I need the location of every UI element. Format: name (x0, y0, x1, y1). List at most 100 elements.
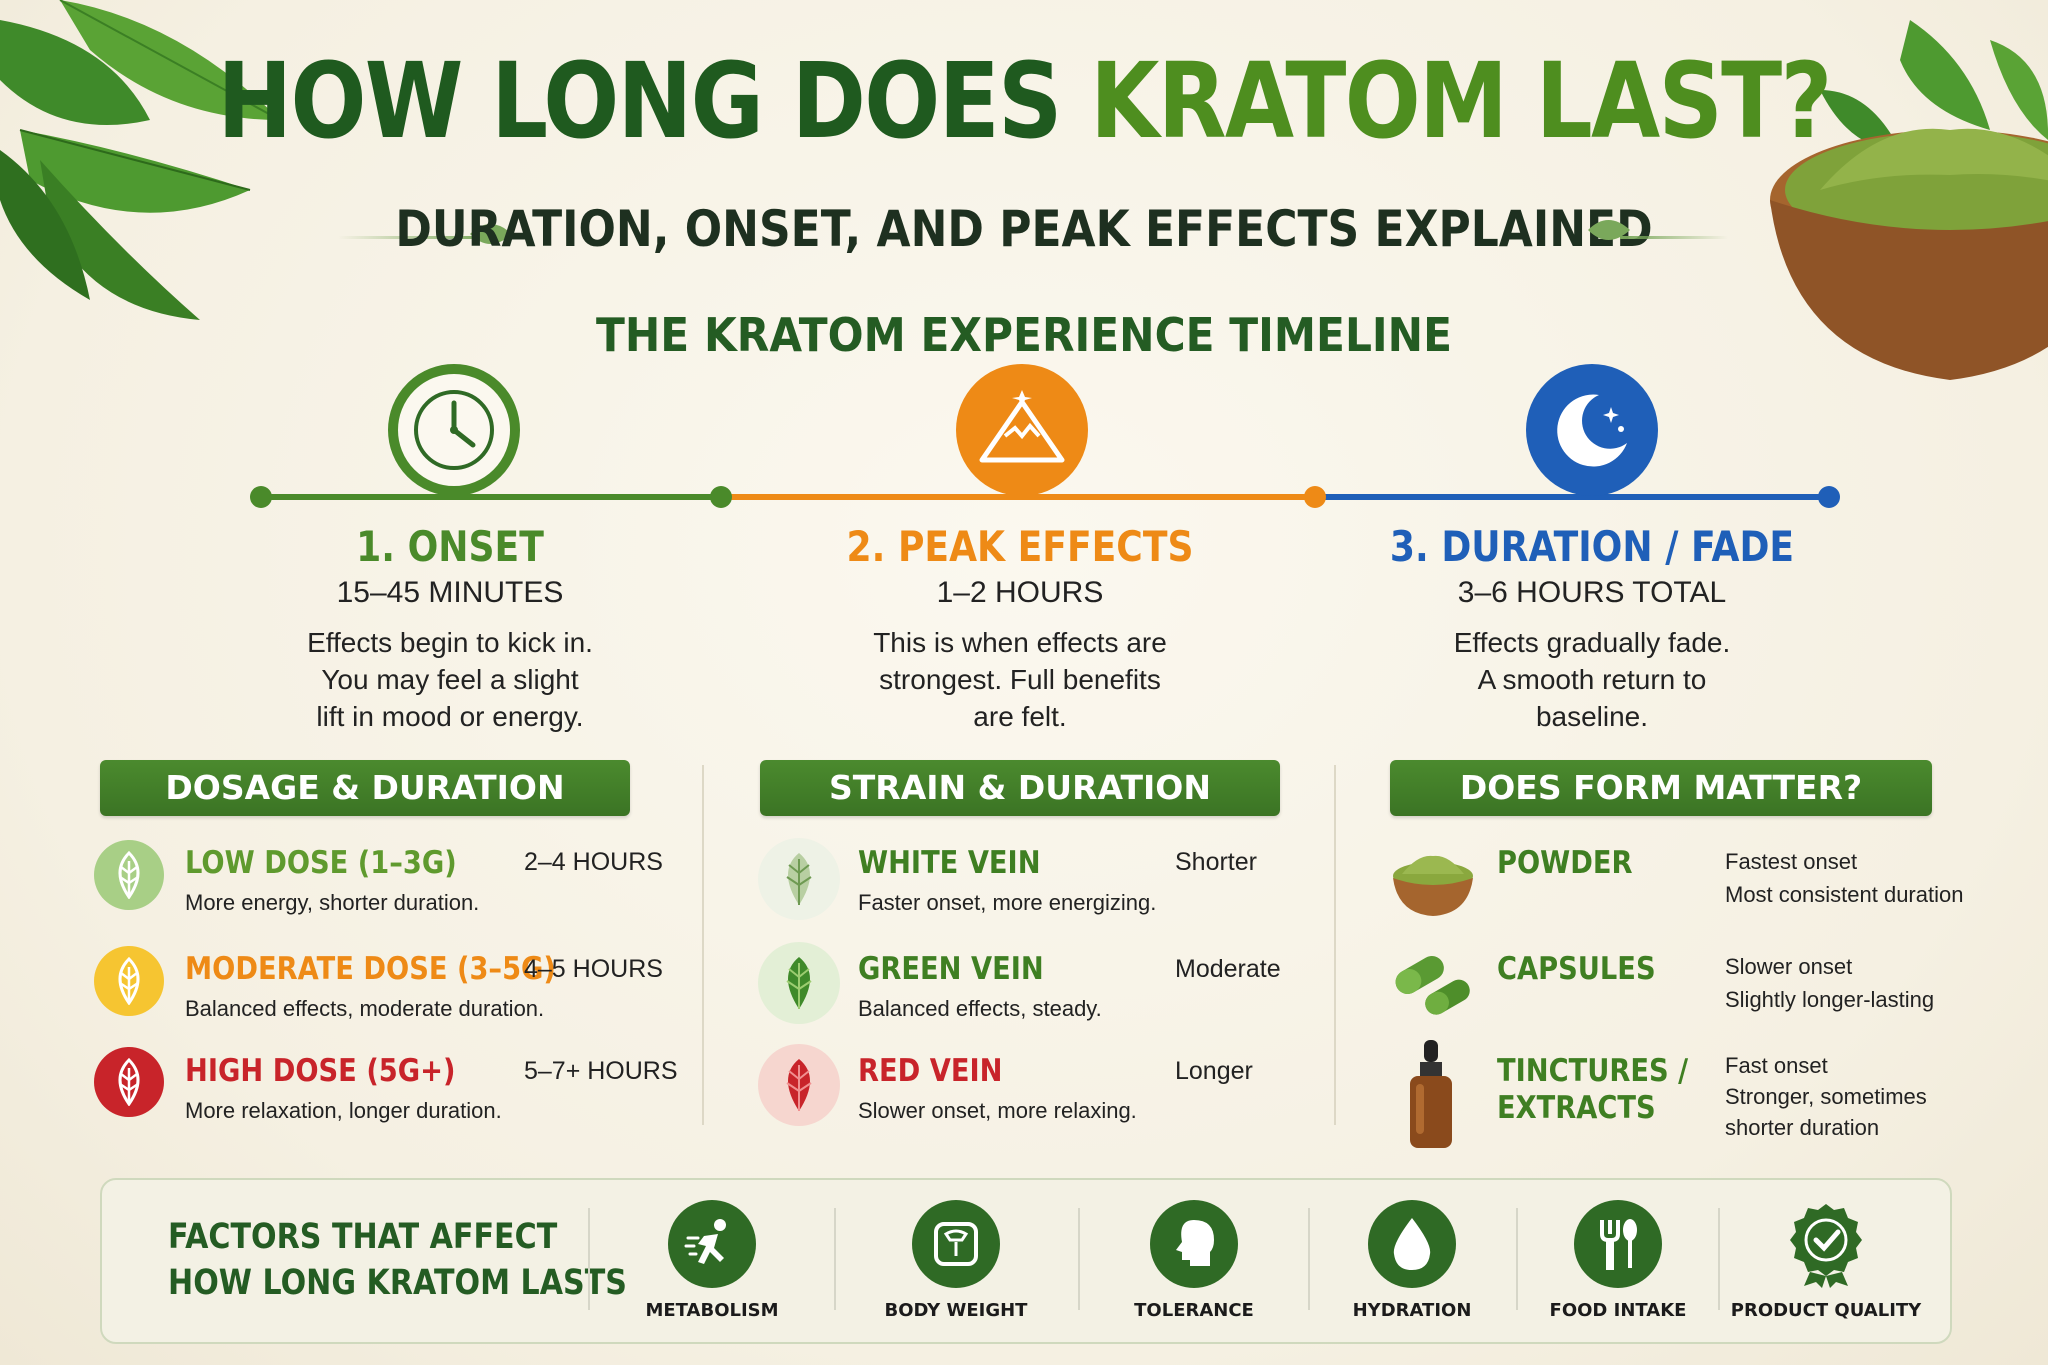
subtitle-line-left (338, 236, 488, 239)
form-note: shorter duration (1725, 1115, 1880, 1140)
stage-desc-line: baseline. (1535, 701, 1649, 732)
head-icon (1150, 1200, 1238, 1288)
stage-title-peak: 2. PEAK EFFECTS (846, 522, 1194, 571)
subtitle: DURATION, ONSET, AND PEAK EFFECTS EXPLAI… (395, 200, 1653, 258)
strain-duration-white: Shorter (1175, 848, 1257, 876)
form-name-tinctures: TINCTURES / EXTRACTS (1497, 1053, 1688, 1127)
timeline-dot (250, 486, 272, 508)
clock-icon (388, 364, 520, 496)
strain-desc-white: Faster onset, more energizing. (858, 890, 1157, 915)
stage-desc-line: This is when effects are (873, 627, 1167, 658)
factor-divider (1516, 1208, 1518, 1310)
stage-time-onset: 15–45 MINUTES (336, 576, 564, 609)
stage-desc-peak: This is when effects are strongest. Full… (750, 624, 1290, 735)
stage-title-fade: 3. DURATION / FADE (1389, 522, 1795, 571)
stage-title-onset: 1. ONSET (356, 522, 544, 571)
dosage-name-moderate: MODERATE DOSE (3–5G) (185, 951, 556, 987)
leaf-icon (94, 1047, 164, 1117)
dosage-desc-high: More relaxation, longer duration. (185, 1098, 502, 1123)
strain-name-green: GREEN VEIN (858, 951, 1044, 987)
factors-title-line: HOW LONG KRATOM LASTS (168, 1263, 627, 1303)
form-heading: DOES FORM MATTER? (1390, 760, 1932, 816)
stage-time-peak: 1–2 HOURS (936, 576, 1104, 609)
form-note: Fast onset (1725, 1053, 1828, 1078)
factor-label-metabolism: METABOLISM (645, 1300, 779, 1321)
dosage-name-high: HIGH DOSE (5G+) (185, 1053, 456, 1089)
stage-desc-fade: Effects gradually fade. A smooth return … (1322, 624, 1862, 735)
title-part-dark: HOW LONG DOES (217, 40, 1091, 162)
factor-divider (588, 1208, 590, 1310)
dosage-hours-moderate: 4–5 HOURS (524, 955, 663, 983)
stage-desc-line: are felt. (973, 701, 1067, 732)
section-divider (1334, 765, 1336, 1125)
factor-divider (1718, 1208, 1720, 1310)
strain-duration-red: Longer (1175, 1057, 1253, 1085)
form-name-line: TINCTURES / (1497, 1053, 1689, 1089)
form-note: Slower onset (1725, 954, 1853, 979)
white-leaf-icon (758, 838, 840, 920)
factor-divider (834, 1208, 836, 1310)
form-notes-tinctures: Fast onset Stronger, sometimes shorter d… (1725, 1050, 1927, 1143)
stage-desc-onset: Effects begin to kick in. You may feel a… (180, 624, 720, 735)
strain-name-red: RED VEIN (858, 1053, 1003, 1089)
form-notes-powder: Fastest onset Most consistent duration (1725, 845, 1963, 911)
form-note: Fastest onset (1725, 849, 1858, 874)
stage-desc-line: Effects begin to kick in. (307, 627, 593, 658)
title-part-accent: KRATOM LAST? (1090, 40, 1832, 162)
strain-duration-green: Moderate (1175, 955, 1281, 983)
form-name-powder: POWDER (1497, 845, 1633, 881)
leaf-icon (94, 840, 164, 910)
dosage-hours-high: 5–7+ HOURS (524, 1057, 678, 1085)
dosage-hours-low: 2–4 HOURS (524, 848, 663, 876)
leaf-icon (94, 946, 164, 1016)
timeline-segment-peak (722, 494, 1316, 500)
leaves-decoration-icon (0, 0, 281, 320)
timeline-segment-fade (1316, 494, 1830, 500)
factors-title-line: FACTORS THAT AFFECT (168, 1217, 558, 1257)
small-leaf-right-icon (1588, 220, 1630, 240)
mountain-icon (956, 364, 1088, 496)
factor-divider (1078, 1208, 1080, 1310)
main-title: HOW LONG DOES KRATOM LAST? (143, 40, 1904, 162)
stage-desc-line: lift in mood or energy. (316, 701, 584, 732)
dosage-name-low: LOW DOSE (1–3G) (185, 845, 457, 881)
dosage-heading: DOSAGE & DURATION (100, 760, 630, 816)
small-leaf-left-icon (470, 224, 512, 244)
kratom-bowl-icon (1770, 20, 2048, 380)
dropper-bottle-icon (1410, 1040, 1452, 1148)
form-note: Most consistent duration (1725, 882, 1964, 907)
factor-divider (1308, 1208, 1310, 1310)
factor-label-body-weight: BODY WEIGHT (884, 1300, 1028, 1321)
strain-desc-green: Balanced effects, steady. (858, 996, 1102, 1021)
stage-desc-line: Effects gradually fade. (1453, 627, 1731, 658)
strain-desc-red: Slower onset, more relaxing. (858, 1098, 1137, 1123)
timeline-segment-onset (260, 494, 722, 500)
timeline-dot (710, 486, 732, 508)
section-divider (702, 765, 704, 1125)
powder-bowl-icon (1393, 855, 1473, 916)
timeline-dot (1304, 486, 1326, 508)
factors-title: FACTORS THAT AFFECT HOW LONG KRATOM LAST… (168, 1214, 627, 1306)
form-notes-capsules: Slower onset Slightly longer-lasting (1725, 950, 1934, 1016)
dosage-desc-moderate: Balanced effects, moderate duration. (185, 996, 545, 1021)
factor-label-food-intake: FOOD INTAKE (1549, 1300, 1687, 1321)
dosage-desc-low: More energy, shorter duration. (185, 890, 480, 915)
capsule-icon (1395, 956, 1470, 1015)
red-leaf-icon (758, 1044, 840, 1126)
quality-badge-icon (1782, 1200, 1870, 1288)
running-icon (668, 1200, 756, 1288)
form-name-line: EXTRACTS (1497, 1090, 1656, 1126)
fork-spoon-icon (1574, 1200, 1662, 1288)
subtitle-line-right (1620, 236, 1728, 239)
strain-name-white: WHITE VEIN (858, 845, 1041, 881)
stage-time-fade: 3–6 HOURS TOTAL (1457, 576, 1727, 609)
stage-desc-line: strongest. Full benefits (879, 664, 1161, 695)
scale-icon (912, 1200, 1000, 1288)
factor-label-tolerance: TOLERANCE (1134, 1300, 1254, 1321)
form-note: Slightly longer-lasting (1725, 987, 1935, 1012)
timeline-dot (1818, 486, 1840, 508)
moon-icon (1526, 364, 1658, 496)
timeline-heading: THE KRATOM EXPERIENCE TIMELINE (596, 308, 1452, 362)
strain-heading: STRAIN & DURATION (760, 760, 1280, 816)
stage-desc-line: A smooth return to (1477, 664, 1707, 695)
